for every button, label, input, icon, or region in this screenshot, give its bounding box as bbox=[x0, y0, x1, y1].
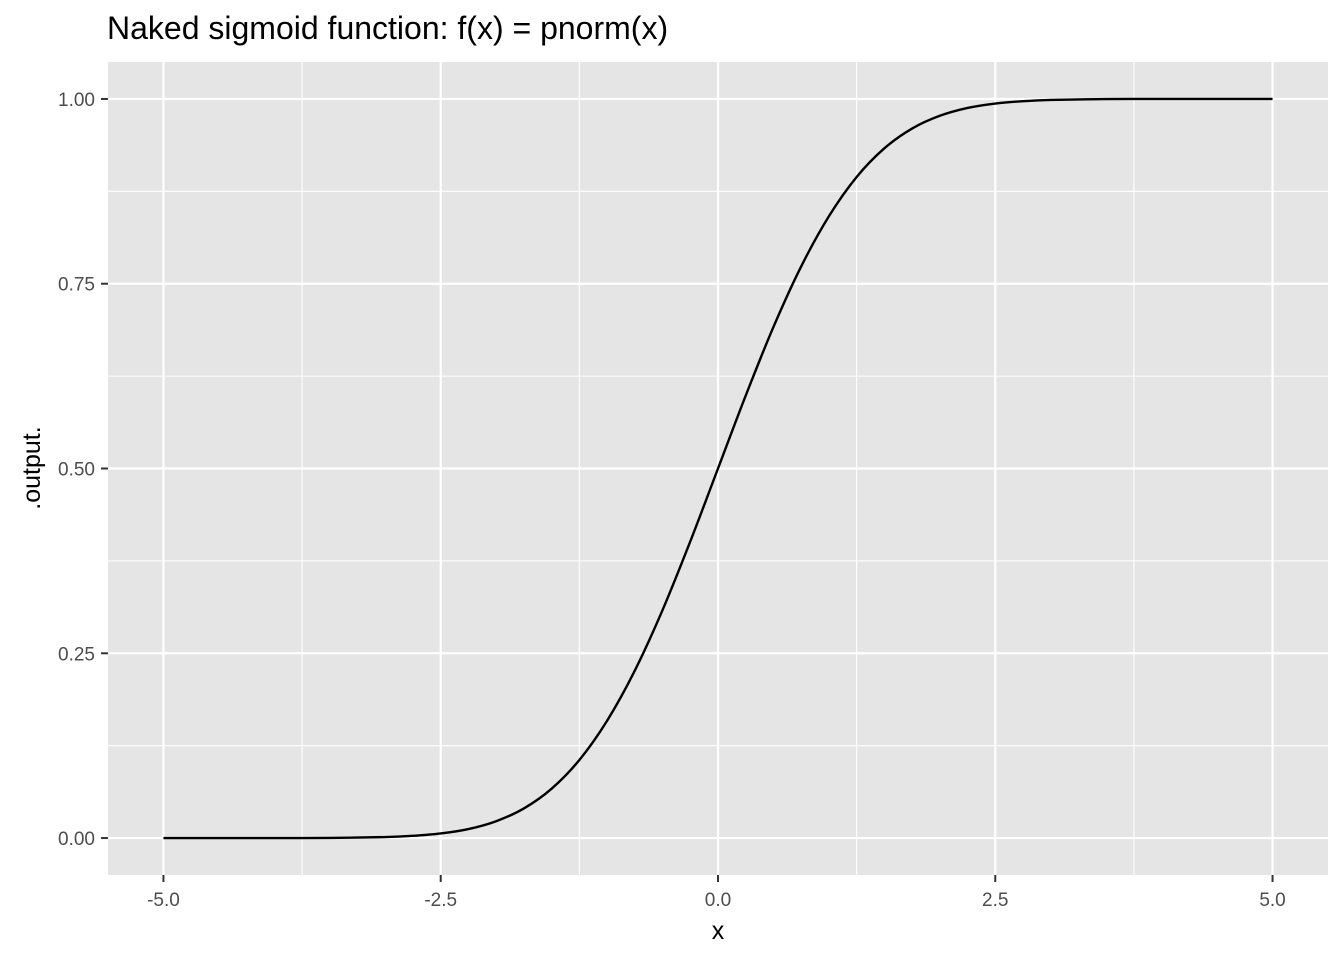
y-tick-label: 0.25 bbox=[58, 644, 95, 665]
x-tick-label: -5.0 bbox=[147, 890, 180, 911]
x-tick-label: -2.5 bbox=[424, 890, 457, 911]
y-axis-title: .output. bbox=[18, 426, 46, 509]
y-tick-label: 1.00 bbox=[58, 90, 95, 111]
y-tick-label: 0.75 bbox=[58, 275, 95, 296]
axis-ticks: -5.0 -2.5 0.0 2.5 5.0 0.00 0.25 0.50 0.75 1.00 bbox=[58, 90, 1286, 911]
y-tick-label: 0.50 bbox=[58, 460, 95, 481]
x-axis-title: x bbox=[712, 917, 725, 945]
series-layer bbox=[163, 97, 1273, 840]
y-tick-label: 0.00 bbox=[58, 829, 95, 850]
chart-title: Naked sigmoid function: f(x) = pnorm(x) bbox=[107, 10, 668, 46]
x-tick-label: 0.0 bbox=[705, 890, 731, 911]
x-tick-label: 5.0 bbox=[1259, 890, 1285, 911]
x-tick-label: 2.5 bbox=[982, 890, 1008, 911]
series-line-pnorm bbox=[163, 97, 1273, 840]
